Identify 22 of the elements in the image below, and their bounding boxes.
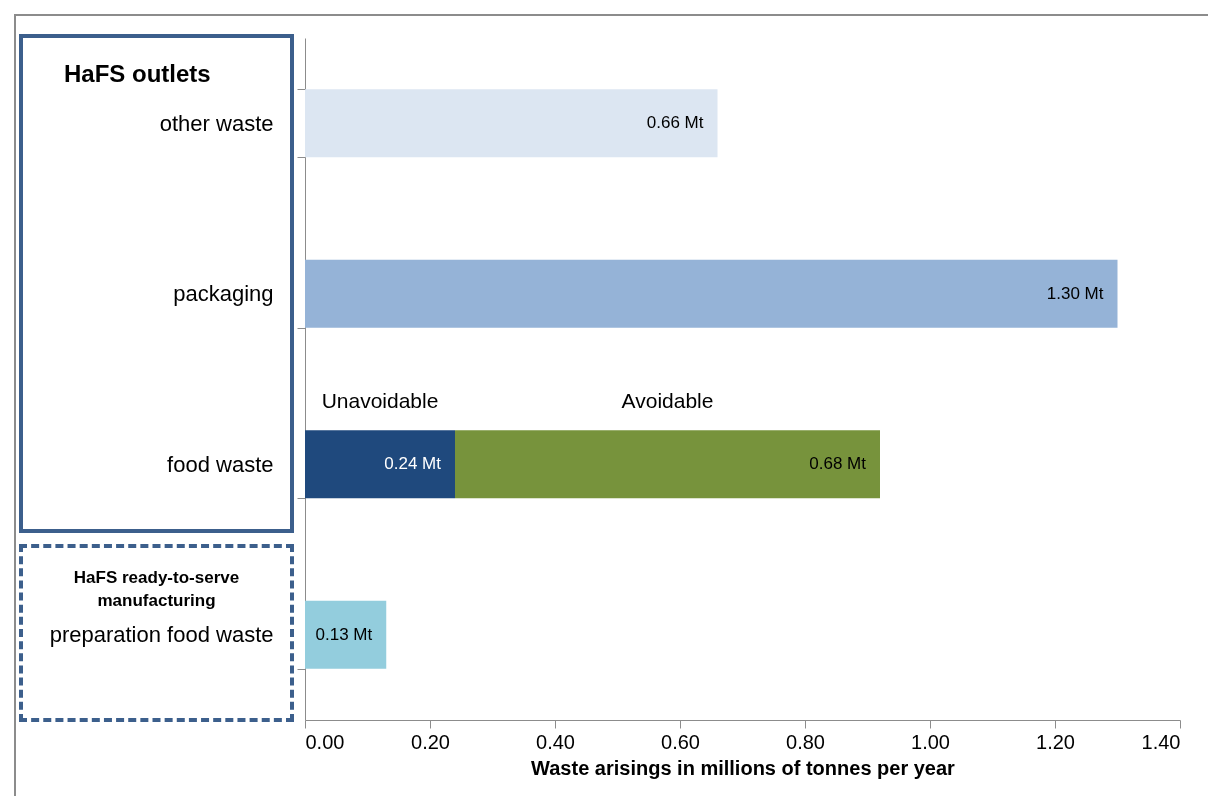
- x-tick-label: 0.60: [661, 730, 700, 753]
- text: HaFS outlets: [64, 60, 211, 88]
- y-tick-label: other waste: [159, 110, 274, 136]
- data-label: 0.13 Mt: [315, 624, 373, 644]
- x-tick-label: 0.40: [536, 730, 575, 753]
- x-tick-label: 1.00: [911, 730, 950, 753]
- x-tick-label: 0.00: [305, 730, 345, 753]
- text: HaFS ready-to-serve manufacturing: [72, 567, 241, 612]
- y-tick-label: packaging: [173, 281, 274, 307]
- x-tick-label: 1.20: [1036, 730, 1075, 753]
- data-label: 0.68 Mt: [809, 454, 867, 474]
- series-label: Avoidable: [621, 389, 714, 413]
- y-tick-label: preparation food waste: [49, 622, 274, 648]
- x-tick-label: 1.40: [1141, 730, 1181, 753]
- data-label: 1.30 Mt: [1046, 283, 1104, 303]
- y-tick-label: food waste: [167, 451, 274, 477]
- x-tick-label: 0.80: [786, 730, 825, 753]
- data-label: 0.66 Mt: [646, 113, 704, 133]
- data-label: 0.24 Mt: [384, 454, 442, 474]
- x-axis-title: Waste arisings in millions of tonnes per year: [531, 756, 956, 779]
- x-tick-label: 0.20: [411, 730, 450, 753]
- series-label: Unavoidable: [321, 389, 439, 413]
